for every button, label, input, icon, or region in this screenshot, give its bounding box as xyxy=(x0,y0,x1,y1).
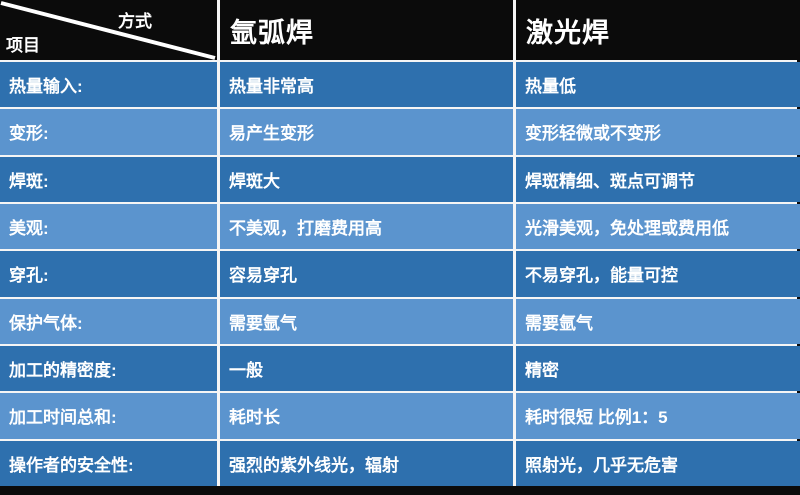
argon-value-cell: 容易穿孔 xyxy=(220,251,513,297)
argon-value-cell: 不美观，打磨费用高 xyxy=(220,203,513,250)
laser-value-cell: 照射光，几乎无危害 xyxy=(516,440,800,486)
row-label-cell: 保护气体: xyxy=(0,298,217,344)
laser-value-cell: 耗时很短 比例1：5 xyxy=(516,393,800,439)
corner-method-label: 方式 xyxy=(118,12,152,31)
column-header-argon-arc-welding: 氩弧焊 xyxy=(220,0,513,60)
argon-value-cell: 易产生变形 xyxy=(220,109,513,155)
row-label-cell: 操作者的安全性: xyxy=(0,440,217,486)
argon-value-cell: 耗时长 xyxy=(220,393,513,439)
laser-value-cell: 光滑美观，免处理或费用低 xyxy=(516,203,800,250)
laser-value-cell: 热量低 xyxy=(516,62,800,108)
row-label-cell: 焊斑: xyxy=(0,156,217,202)
row-label-cell: 穿孔: xyxy=(0,251,217,297)
column-header-laser-welding: 激光焊 xyxy=(516,0,800,60)
argon-value-cell: 需要氩气 xyxy=(220,298,513,344)
laser-value-cell: 焊斑精细、斑点可调节 xyxy=(516,156,800,202)
argon-value-cell: 一般 xyxy=(220,345,513,392)
row-label-cell: 加工的精密度: xyxy=(0,345,217,392)
laser-value-cell: 需要氩气 xyxy=(516,298,800,344)
row-label-cell: 变形: xyxy=(0,109,217,155)
laser-value-cell: 精密 xyxy=(516,345,800,392)
row-label-cell: 美观: xyxy=(0,203,217,250)
header-corner-cell: 方式 项目 xyxy=(0,0,217,60)
argon-value-cell: 焊斑大 xyxy=(220,156,513,202)
corner-item-label: 项目 xyxy=(6,36,40,55)
diagonal-divider-line xyxy=(0,1,216,60)
row-label-cell: 加工时间总和: xyxy=(0,393,217,439)
argon-value-cell: 热量非常高 xyxy=(220,62,513,108)
row-label-cell: 热量输入: xyxy=(0,62,217,108)
argon-value-cell: 强烈的紫外线光，辐射 xyxy=(220,440,513,486)
laser-value-cell: 不易穿孔，能量可控 xyxy=(516,251,800,297)
laser-value-cell: 变形轻微或不变形 xyxy=(516,109,800,155)
